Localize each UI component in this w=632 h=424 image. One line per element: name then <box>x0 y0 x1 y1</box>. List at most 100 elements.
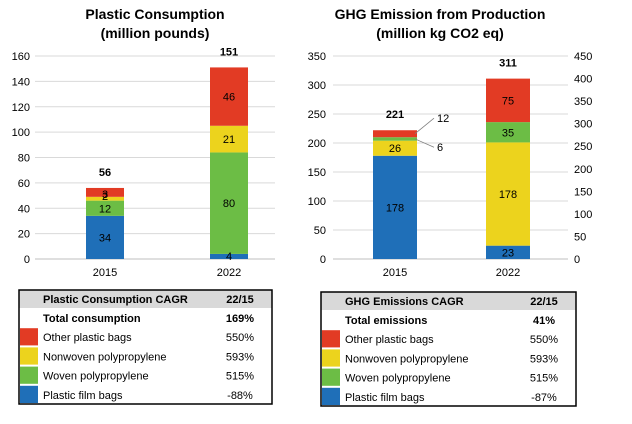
table-row-value: -87% <box>531 392 557 404</box>
table-row-value: 515% <box>530 373 558 385</box>
legend-swatch <box>20 347 38 365</box>
segment-value-label: 4 <box>226 251 232 263</box>
table-row-value: 515% <box>226 371 254 383</box>
total-row-value: 169% <box>226 313 254 325</box>
x-tick-label: 2022 <box>217 267 241 279</box>
chart-title-line-1: GHG Emission from Production <box>335 6 546 22</box>
callout-line <box>414 138 435 148</box>
table-row-label: Nonwoven polypropylene <box>345 353 469 365</box>
y2-tick-label: 200 <box>574 164 592 176</box>
bar-segment-plastic-film-bags <box>486 245 530 259</box>
y-tick-label: 20 <box>18 229 30 241</box>
segment-value-label: 75 <box>502 95 514 107</box>
y-tick-label: 140 <box>12 76 30 88</box>
table-row-value: 593% <box>226 351 254 363</box>
table-row-value: -88% <box>227 390 253 402</box>
bar-segment-nonwoven-polypropylene <box>373 140 417 156</box>
callout-line <box>414 117 435 135</box>
y2-tick-label: 50 <box>574 231 586 243</box>
y-tick-label: 300 <box>308 80 326 92</box>
table-row-label: Woven polypropylene <box>43 371 149 383</box>
table-row-value: 550% <box>226 332 254 344</box>
table-header-title: Plastic Consumption CAGR <box>43 294 188 306</box>
table-border <box>320 291 577 407</box>
total-row-label: Total emissions <box>345 315 427 327</box>
legend-swatch <box>322 330 340 348</box>
segment-value-label: 178 <box>386 202 404 214</box>
total-row-value: 41% <box>533 315 555 327</box>
y-tick-label: 80 <box>18 153 30 165</box>
plastic-consumption-cagr-table: Plastic Consumption CAGR 22/15 Total consu… <box>18 289 273 405</box>
chart-title-line-2: (million pounds) <box>101 25 210 41</box>
total-row-label: Total consumption <box>43 313 141 325</box>
y2-tick-label: 150 <box>574 186 592 198</box>
segment-value-label: 2 <box>102 191 108 203</box>
plastic-consumption-chart: Plastic Consumption (million pounds) 0 20 40… <box>12 6 275 279</box>
y2-tick-label: 0 <box>574 254 580 266</box>
y-tick-label: 160 <box>12 51 30 63</box>
y-tick-label: 350 <box>308 51 326 63</box>
bar-segment-other-plastic-bags <box>210 67 248 126</box>
segment-value-label: 35 <box>502 127 514 139</box>
y2-tick-label: 100 <box>574 209 592 221</box>
table-row-label: Other plastic bags <box>43 332 132 344</box>
bar-segment-nonwoven-polypropylene <box>210 125 248 153</box>
y-tick-label: 100 <box>308 196 326 208</box>
segment-value-label: 23 <box>502 247 514 259</box>
legend-swatch <box>20 385 38 403</box>
y2-tick-label: 250 <box>574 141 592 153</box>
bar-segment-nonwoven-polypropylene <box>86 196 124 201</box>
legend-swatch <box>322 368 340 386</box>
bar-segment-woven-polypropylene <box>86 200 124 216</box>
bar-total-label: 311 <box>499 58 517 70</box>
y-tick-label: 0 <box>320 254 326 266</box>
segment-value-label: 3 <box>102 189 108 201</box>
legend-swatch <box>20 328 38 346</box>
bar-segment-woven-polypropylene <box>210 152 248 254</box>
y2-tick-label: 350 <box>574 96 592 108</box>
x-tick-label: 2022 <box>496 267 520 279</box>
segment-value-label: 80 <box>223 198 235 210</box>
x-tick-label: 2015 <box>93 267 117 279</box>
table-row-label: Nonwoven polypropylene <box>43 351 167 363</box>
segment-value-label: 46 <box>223 92 235 104</box>
table-row-value: 550% <box>530 334 558 346</box>
table-row-label: Plastic film bags <box>43 390 123 402</box>
bar-total-label: 221 <box>386 109 404 121</box>
table-header-period: 22/15 <box>530 296 558 308</box>
y2-tick-label: 450 <box>574 51 592 63</box>
chart-title-line-1: Plastic Consumption <box>85 6 224 22</box>
y-tick-label: 40 <box>18 203 30 215</box>
segment-value-label: 34 <box>99 232 111 244</box>
segment-value-label: 12 <box>437 113 449 125</box>
table-row-label: Plastic film bags <box>345 392 425 404</box>
y-tick-label: 100 <box>12 127 30 139</box>
y-tick-label: 50 <box>314 225 326 237</box>
y-tick-label: 0 <box>24 254 30 266</box>
segment-value-label: 6 <box>437 142 443 154</box>
segment-value-label: 21 <box>223 134 235 146</box>
bar-segment-plastic-film-bags <box>373 155 417 259</box>
y-tick-label: 200 <box>308 138 326 150</box>
table-header-title: GHG Emissions CAGR <box>345 296 464 308</box>
bar-segment-other-plastic-bags <box>486 78 530 123</box>
segment-value-label: 178 <box>499 189 517 201</box>
bar-segment-other-plastic-bags <box>373 130 417 138</box>
y-tick-label: 250 <box>308 109 326 121</box>
table-header-band <box>19 290 272 308</box>
table-row-label: Other plastic bags <box>345 334 434 346</box>
segment-value-label: 12 <box>99 203 111 215</box>
table-border <box>18 289 273 405</box>
ghg-emissions-cagr-table: GHG Emissions CAGR 22/15 Total emissions 41… <box>320 291 577 407</box>
x-tick-label: 2015 <box>383 267 407 279</box>
segment-value-label: 26 <box>389 143 401 155</box>
bar-segment-nonwoven-polypropylene <box>486 142 530 246</box>
legend-swatch <box>20 366 38 384</box>
y-tick-label: 60 <box>18 178 30 190</box>
y2-tick-label: 400 <box>574 74 592 86</box>
chart-title-line-2: (million kg CO2 eq) <box>376 25 504 41</box>
legend-swatch <box>322 349 340 367</box>
bar-segment-plastic-film-bags <box>210 253 248 259</box>
ghg-emission-chart: GHG Emission from Production (million kg … <box>308 6 593 279</box>
